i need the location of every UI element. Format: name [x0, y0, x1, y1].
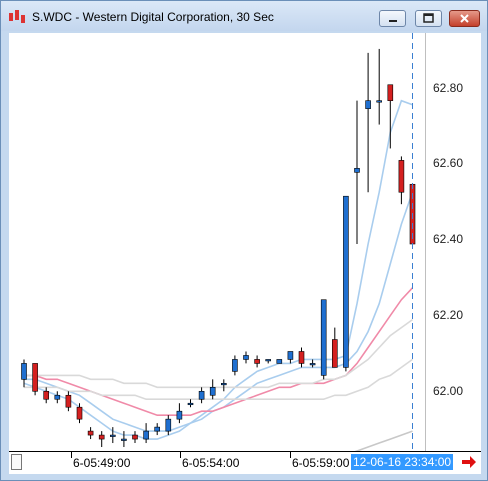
candle-body [65, 394, 72, 408]
candle-body [43, 390, 50, 400]
candle-body [232, 359, 238, 372]
candle-body [276, 359, 283, 364]
price-tick-label: 62.40 [433, 232, 464, 246]
candle-body [32, 363, 38, 392]
candle-body [76, 406, 83, 420]
candle-body [221, 383, 227, 386]
candle-body [243, 355, 249, 360]
price-tick-label: 62.80 [433, 81, 464, 95]
maximize-icon [423, 13, 434, 23]
time-tick [71, 452, 72, 458]
minimize-button[interactable] [379, 10, 406, 27]
moving-average-line [24, 358, 413, 400]
maximize-button[interactable] [415, 10, 442, 27]
moving-average-line [24, 318, 413, 389]
candle-body [376, 100, 383, 103]
app-chart-icon [9, 10, 25, 23]
moving-average-line [270, 430, 413, 481]
candle-body [121, 438, 127, 441]
price-tick-label: 62.20 [433, 308, 464, 322]
title-bar[interactable]: S.WDC - Western Digital Corporation, 30 … [1, 1, 487, 31]
candle-body [54, 394, 61, 400]
chart-client-area: 62.80 62.60 62.40 62.20 62.00 6-05:49:00… [9, 33, 481, 481]
time-tick [180, 452, 181, 458]
candle-body [265, 359, 272, 362]
moving-average-line [24, 191, 414, 432]
candlestick-chart [21, 33, 416, 481]
cursor-time-label: 12-06-16 23:34:00 [351, 454, 454, 470]
candle-body [209, 387, 216, 396]
price-axis[interactable]: 62.80 62.60 62.40 62.20 62.00 [426, 33, 481, 451]
price-tick-label: 62.60 [433, 156, 464, 170]
candle-body [176, 410, 183, 420]
candle-body [87, 430, 94, 436]
candle-body [110, 434, 116, 437]
candle-body [254, 359, 260, 364]
candle-body [98, 434, 105, 440]
time-tick [290, 452, 291, 458]
price-tick-label: 62.00 [433, 384, 464, 398]
candle-body [331, 339, 338, 368]
time-tick-label: 6-05:49:00 [73, 456, 131, 470]
candle-body [132, 434, 138, 440]
candle-body [287, 351, 294, 360]
close-icon [460, 14, 469, 23]
candle-body [387, 84, 394, 101]
candle-body [198, 390, 205, 400]
moving-average-line [24, 287, 414, 416]
candle-body [354, 168, 360, 173]
scroll-right-arrow-icon[interactable] [461, 455, 477, 469]
window-title: S.WDC - Western Digital Corporation, 30 … [32, 10, 274, 24]
candle-body [21, 363, 27, 380]
candle-body [165, 418, 172, 432]
candle-body [298, 351, 305, 364]
candle-body [343, 195, 349, 368]
candle-body [309, 363, 316, 366]
scroll-thumb[interactable] [11, 454, 22, 470]
candle-body [154, 426, 160, 432]
close-button[interactable] [449, 10, 480, 27]
candle-body [187, 402, 194, 406]
candle-body [398, 160, 405, 193]
price-chart-area[interactable] [9, 33, 426, 481]
candle-body [143, 430, 149, 440]
time-tick-label: 6-05:54:00 [182, 456, 240, 470]
minimize-icon [389, 20, 397, 22]
time-axis[interactable]: 6-05:49:00 6-05:54:00 6-05:59:00 12-06-1… [9, 451, 481, 474]
candle-body [365, 100, 371, 109]
time-tick-label: 6-05:59:00 [292, 456, 350, 470]
candle-body [320, 299, 327, 376]
